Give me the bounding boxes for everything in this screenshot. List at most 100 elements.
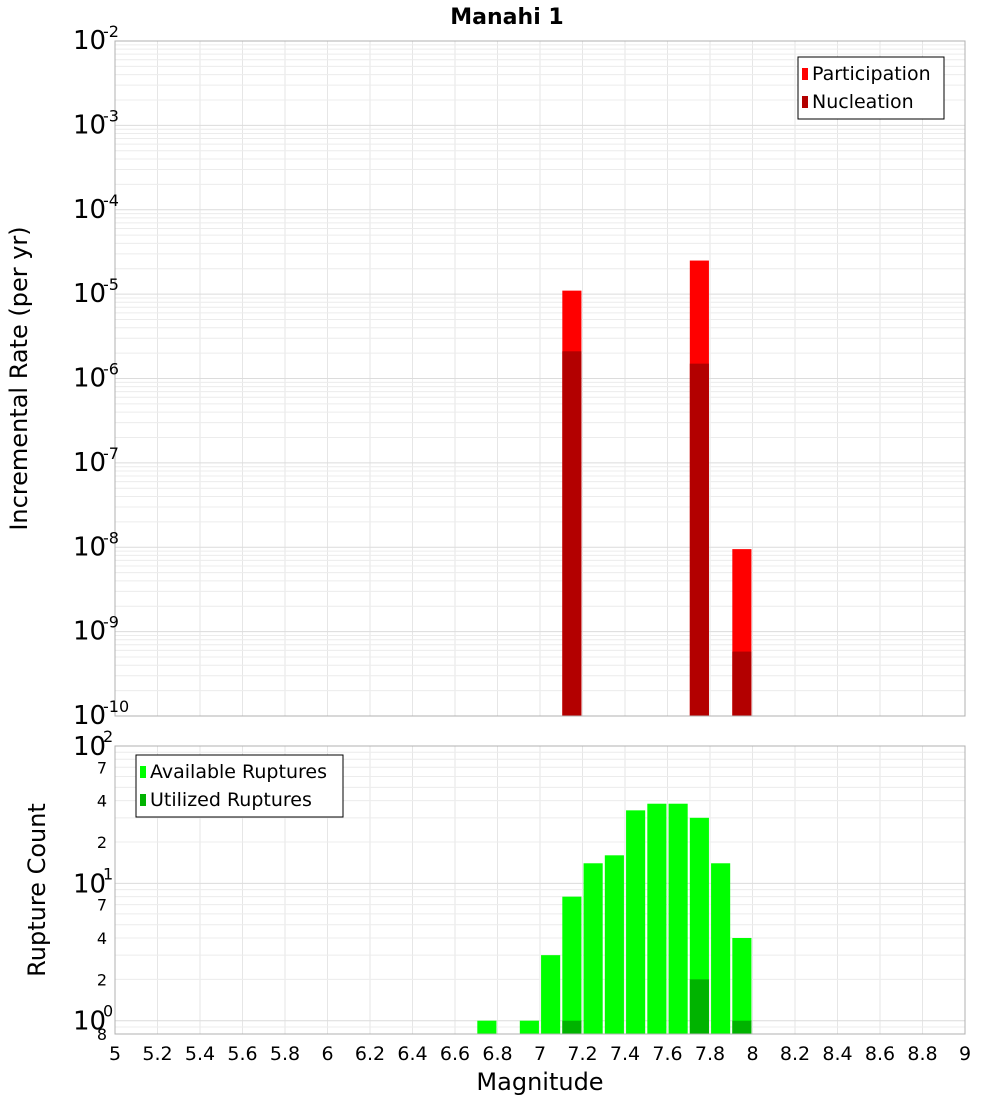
y-minor-tick-label: 7 bbox=[97, 896, 107, 915]
legend-box bbox=[797, 56, 945, 120]
x-tick-label: 7 bbox=[534, 1043, 546, 1065]
x-tick-label: 5 bbox=[109, 1043, 121, 1065]
bar-utilized-ruptures bbox=[689, 979, 709, 1034]
x-tick-label: 6.8 bbox=[482, 1043, 512, 1065]
y-tick-exponent: 1 bbox=[103, 864, 113, 883]
y-axis-label-bottom: Rupture Count bbox=[23, 803, 51, 977]
x-tick-label: 6.4 bbox=[397, 1043, 427, 1065]
y-tick-base: 10 bbox=[73, 869, 106, 899]
bar-utilized-ruptures bbox=[732, 1020, 752, 1034]
y-tick-exponent: -7 bbox=[103, 444, 119, 463]
y-tick-base: 10 bbox=[73, 195, 106, 225]
x-tick-label: 5.2 bbox=[142, 1043, 172, 1065]
y-tick-base: 10 bbox=[73, 701, 106, 731]
y-tick-exponent: -10 bbox=[103, 697, 129, 716]
bar-available-ruptures bbox=[668, 803, 688, 1034]
bar-nucleation bbox=[562, 351, 582, 716]
bar-available-ruptures bbox=[541, 955, 561, 1034]
y-major-tick-label: 100 bbox=[73, 1002, 113, 1037]
bar-available-ruptures bbox=[647, 803, 667, 1034]
x-tick-label: 5.4 bbox=[185, 1043, 215, 1065]
y-minor-tick-label: 7 bbox=[97, 758, 107, 777]
bar-nucleation bbox=[732, 651, 752, 716]
bar-nucleation bbox=[689, 363, 709, 716]
y-tick-label: 10-6 bbox=[73, 360, 119, 394]
legend-swatch bbox=[140, 766, 146, 778]
y-tick-base: 10 bbox=[73, 1007, 106, 1037]
legend-label: Nucleation bbox=[812, 91, 914, 113]
y-tick-base: 10 bbox=[73, 617, 106, 647]
plot-frame-top bbox=[114, 40, 966, 717]
y-tick-exponent: 0 bbox=[103, 1002, 113, 1021]
y-tick-exponent: 2 bbox=[103, 727, 113, 746]
y-tick-exponent: -5 bbox=[103, 275, 119, 294]
x-tick-label: 5.6 bbox=[227, 1043, 257, 1065]
y-tick-base: 10 bbox=[73, 532, 106, 562]
y-major-tick-label: 101 bbox=[73, 864, 113, 899]
y-tick-base: 10 bbox=[73, 448, 106, 478]
y-tick-base: 10 bbox=[73, 26, 106, 56]
y-tick-label: 10-4 bbox=[73, 191, 119, 225]
y-major-tick-label: 102 bbox=[73, 727, 113, 762]
legend-swatch bbox=[802, 96, 808, 108]
x-tick-label: 8.8 bbox=[907, 1043, 937, 1065]
y-tick-base: 10 bbox=[73, 110, 106, 140]
legend-swatch bbox=[140, 794, 146, 806]
y-tick-exponent: -2 bbox=[103, 22, 119, 41]
plot-frame-bottom bbox=[114, 745, 966, 1035]
y-tick-base: 10 bbox=[73, 364, 106, 394]
y-tick-exponent: -9 bbox=[103, 613, 119, 632]
y-minor-tick-label: 2 bbox=[97, 970, 107, 989]
bar-available-ruptures bbox=[711, 863, 731, 1034]
y-tick-label: 10-9 bbox=[73, 613, 119, 647]
bar-available-ruptures bbox=[519, 1020, 539, 1034]
legend-label: Participation bbox=[812, 63, 931, 85]
y-minor-tick-label: 2 bbox=[97, 833, 107, 852]
bar-available-ruptures bbox=[583, 863, 603, 1034]
x-tick-label: 7.6 bbox=[652, 1043, 682, 1065]
y-tick-exponent: -8 bbox=[103, 528, 119, 547]
y-axis-label-top: Incremental Rate (per yr) bbox=[5, 226, 33, 530]
y-tick-label: 10-8 bbox=[73, 528, 119, 562]
x-tick-label: 8.2 bbox=[780, 1043, 810, 1065]
x-tick-label: 6.2 bbox=[355, 1043, 385, 1065]
bar-available-ruptures bbox=[732, 938, 752, 1034]
x-tick-label: 6 bbox=[321, 1043, 333, 1065]
y-tick-base: 10 bbox=[73, 732, 106, 762]
legend-label: Available Ruptures bbox=[150, 761, 327, 783]
bar-available-ruptures bbox=[562, 896, 582, 1034]
y-minor-tick-label: 4 bbox=[97, 929, 107, 948]
y-minor-tick-label: 8 bbox=[97, 1025, 107, 1044]
x-tick-label: 6.6 bbox=[440, 1043, 470, 1065]
y-tick-label: 10-7 bbox=[73, 444, 119, 478]
bar-available-ruptures bbox=[604, 855, 624, 1034]
x-tick-label: 5.8 bbox=[270, 1043, 300, 1065]
x-tick-label: 8 bbox=[746, 1043, 758, 1065]
legend-box bbox=[135, 754, 344, 818]
bar-available-ruptures bbox=[477, 1020, 497, 1034]
x-axis-label: Magnitude bbox=[476, 1068, 603, 1096]
legend-label: Utilized Ruptures bbox=[150, 789, 312, 811]
y-tick-exponent: -4 bbox=[103, 191, 119, 210]
legend-swatch bbox=[802, 68, 808, 80]
y-tick-label: 10-3 bbox=[73, 106, 119, 140]
legend: Available Ruptures Utilized Ruptures bbox=[135, 754, 344, 818]
x-tick-label: 8.6 bbox=[865, 1043, 895, 1065]
y-tick-base: 10 bbox=[73, 279, 106, 309]
y-tick-label: 10-2 bbox=[73, 22, 119, 56]
x-tick-label: 9 bbox=[959, 1043, 971, 1065]
y-minor-tick-label: 4 bbox=[97, 792, 107, 811]
chart-title: Manahi 1 bbox=[450, 5, 563, 30]
x-tick-label: 7.2 bbox=[567, 1043, 597, 1065]
y-tick-label: 10-10 bbox=[73, 697, 129, 731]
y-tick-exponent: -3 bbox=[103, 106, 119, 125]
y-tick-exponent: -6 bbox=[103, 360, 119, 379]
y-tick-label: 10-5 bbox=[73, 275, 119, 309]
x-tick-label: 7.4 bbox=[610, 1043, 640, 1065]
bar-available-ruptures bbox=[626, 810, 646, 1034]
legend: Participation Nucleation bbox=[797, 56, 945, 120]
bar-utilized-ruptures bbox=[562, 1020, 582, 1034]
x-tick-label: 7.8 bbox=[695, 1043, 725, 1065]
